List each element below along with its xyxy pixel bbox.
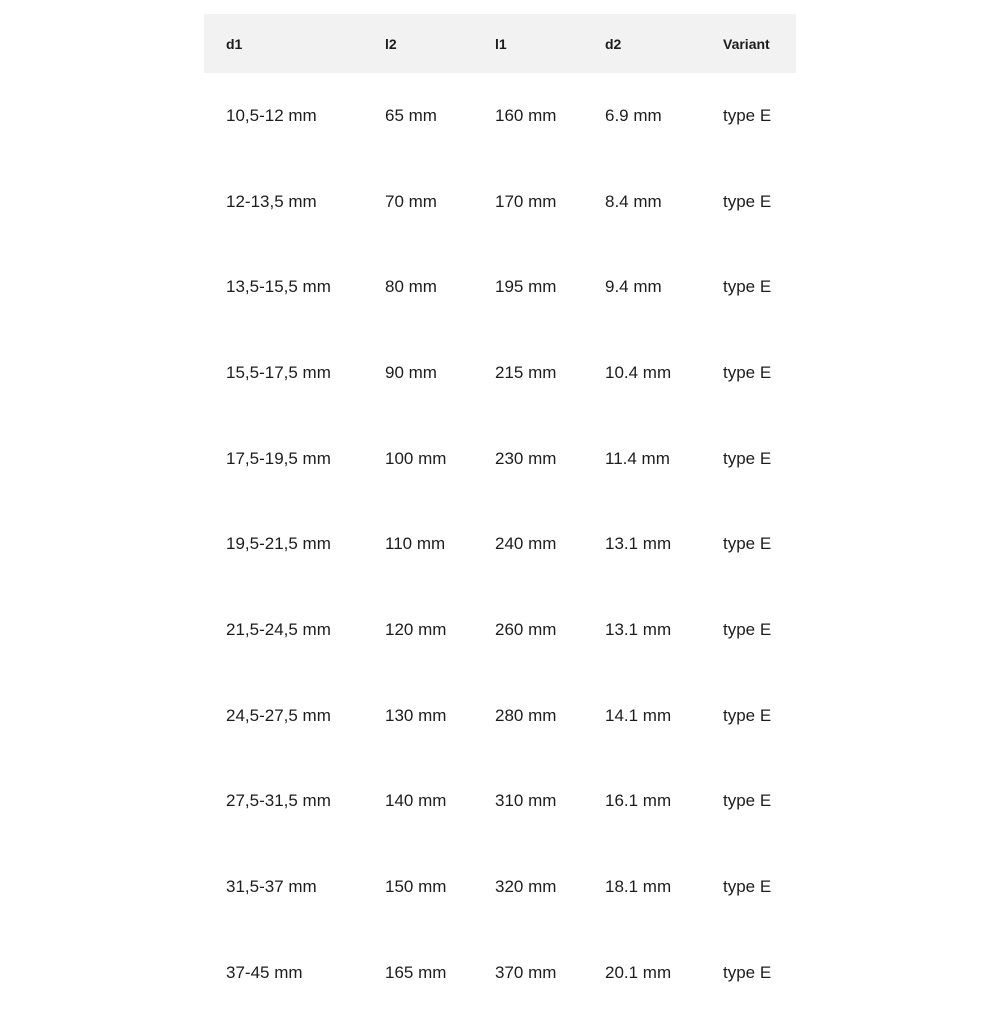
cell-l2: 90 mm [363,330,473,416]
cell-l2: 120 mm [363,587,473,673]
table-body: 10,5-12 mm 65 mm 160 mm 6.9 mm type E 12-13,5… [204,73,796,1016]
cell-l2: 70 mm [363,158,473,245]
cell-d1: 15,5-17,5 mm [204,330,363,416]
table-row: 10,5-12 mm 65 mm 160 mm 6.9 mm type E [204,73,796,159]
table-row: 31,5-37 mm 150 mm 320 mm 18.1 mm type E [204,844,796,930]
cell-d1: 13,5-15,5 mm [204,244,363,331]
table-row: 13,5-15,5 mm 80 mm 195 mm 9.4 mm type E [204,244,796,331]
cell-variant: type E [701,330,796,416]
cell-variant: type E [701,415,796,502]
cell-l2: 80 mm [363,244,473,331]
cell-d1: 31,5-37 mm [204,844,363,930]
cell-l2: 65 mm [363,73,473,159]
cell-variant: type E [701,244,796,331]
cell-l1: 370 mm [473,929,583,1016]
cell-d1: 12-13,5 mm [204,158,363,245]
table-row: 17,5-19,5 mm 100 mm 230 mm 11.4 mm type E [204,415,796,502]
cell-l2: 165 mm [363,929,473,1016]
cell-d1: 17,5-19,5 mm [204,415,363,502]
cell-variant: type E [701,73,796,159]
table-header-row: d1 l2 l1 d2 Variant [204,14,796,73]
cell-variant: type E [701,844,796,930]
cell-d1: 19,5-21,5 mm [204,501,363,588]
column-header-d1: d1 [226,35,243,52]
table-row: 12-13,5 mm 70 mm 170 mm 8.4 mm type E [204,158,796,245]
cell-variant: type E [701,158,796,245]
cell-d2: 20.1 mm [583,929,701,1016]
table-header: d1 l2 l1 d2 Variant [204,14,796,73]
column-header-d2: d2 [605,35,622,52]
table-row: 21,5-24,5 mm 120 mm 260 mm 13.1 mm type E [204,587,796,673]
cell-d1: 37-45 mm [204,929,363,1016]
cell-l2: 110 mm [363,501,473,588]
cell-d2: 16.1 mm [583,758,701,845]
cell-l2: 130 mm [363,672,473,759]
cell-variant: type E [701,587,796,673]
cell-d2: 13.1 mm [583,501,701,588]
cell-d2: 11.4 mm [583,415,701,502]
cell-l1: 230 mm [473,415,583,502]
cell-variant: type E [701,758,796,845]
cell-l2: 150 mm [363,844,473,930]
cell-d2: 6.9 mm [583,73,701,159]
cell-l1: 280 mm [473,672,583,759]
cell-d2: 9.4 mm [583,244,701,331]
cell-l2: 100 mm [363,415,473,502]
table-row: 27,5-31,5 mm 140 mm 310 mm 16.1 mm type E [204,758,796,845]
cell-l1: 215 mm [473,330,583,416]
cell-l1: 260 mm [473,587,583,673]
cell-variant: type E [701,929,796,1016]
cell-l1: 310 mm [473,758,583,845]
cell-d2: 13.1 mm [583,587,701,673]
cell-d1: 24,5-27,5 mm [204,672,363,759]
spec-table-container: d1 l2 l1 d2 Variant 10,5-12 mm 65 mm 160 mm 6.9… [204,14,796,1016]
cell-d2: 14.1 mm [583,672,701,759]
spec-table: d1 l2 l1 d2 Variant 10,5-12 mm 65 mm 160 mm 6.9… [204,14,796,1016]
cell-variant: type E [701,672,796,759]
cell-l1: 240 mm [473,501,583,588]
cell-l2: 140 mm [363,758,473,845]
cell-d2: 18.1 mm [583,844,701,930]
table-row: 37-45 mm 165 mm 370 mm 20.1 mm type E [204,929,796,1016]
cell-l1: 170 mm [473,158,583,245]
column-header-l2: l2 [385,35,397,52]
cell-d2: 10.4 mm [583,330,701,416]
cell-d1: 21,5-24,5 mm [204,587,363,673]
cell-d1: 10,5-12 mm [204,73,363,159]
cell-l1: 160 mm [473,73,583,159]
cell-variant: type E [701,501,796,588]
cell-l1: 320 mm [473,844,583,930]
cell-l1: 195 mm [473,244,583,331]
table-row: 24,5-27,5 mm 130 mm 280 mm 14.1 mm type E [204,672,796,759]
cell-d2: 8.4 mm [583,158,701,245]
table-row: 19,5-21,5 mm 110 mm 240 mm 13.1 mm type E [204,501,796,588]
table-row: 15,5-17,5 mm 90 mm 215 mm 10.4 mm type E [204,330,796,416]
cell-d1: 27,5-31,5 mm [204,758,363,845]
column-header-variant: Variant [723,35,770,52]
column-header-l1: l1 [495,35,507,52]
